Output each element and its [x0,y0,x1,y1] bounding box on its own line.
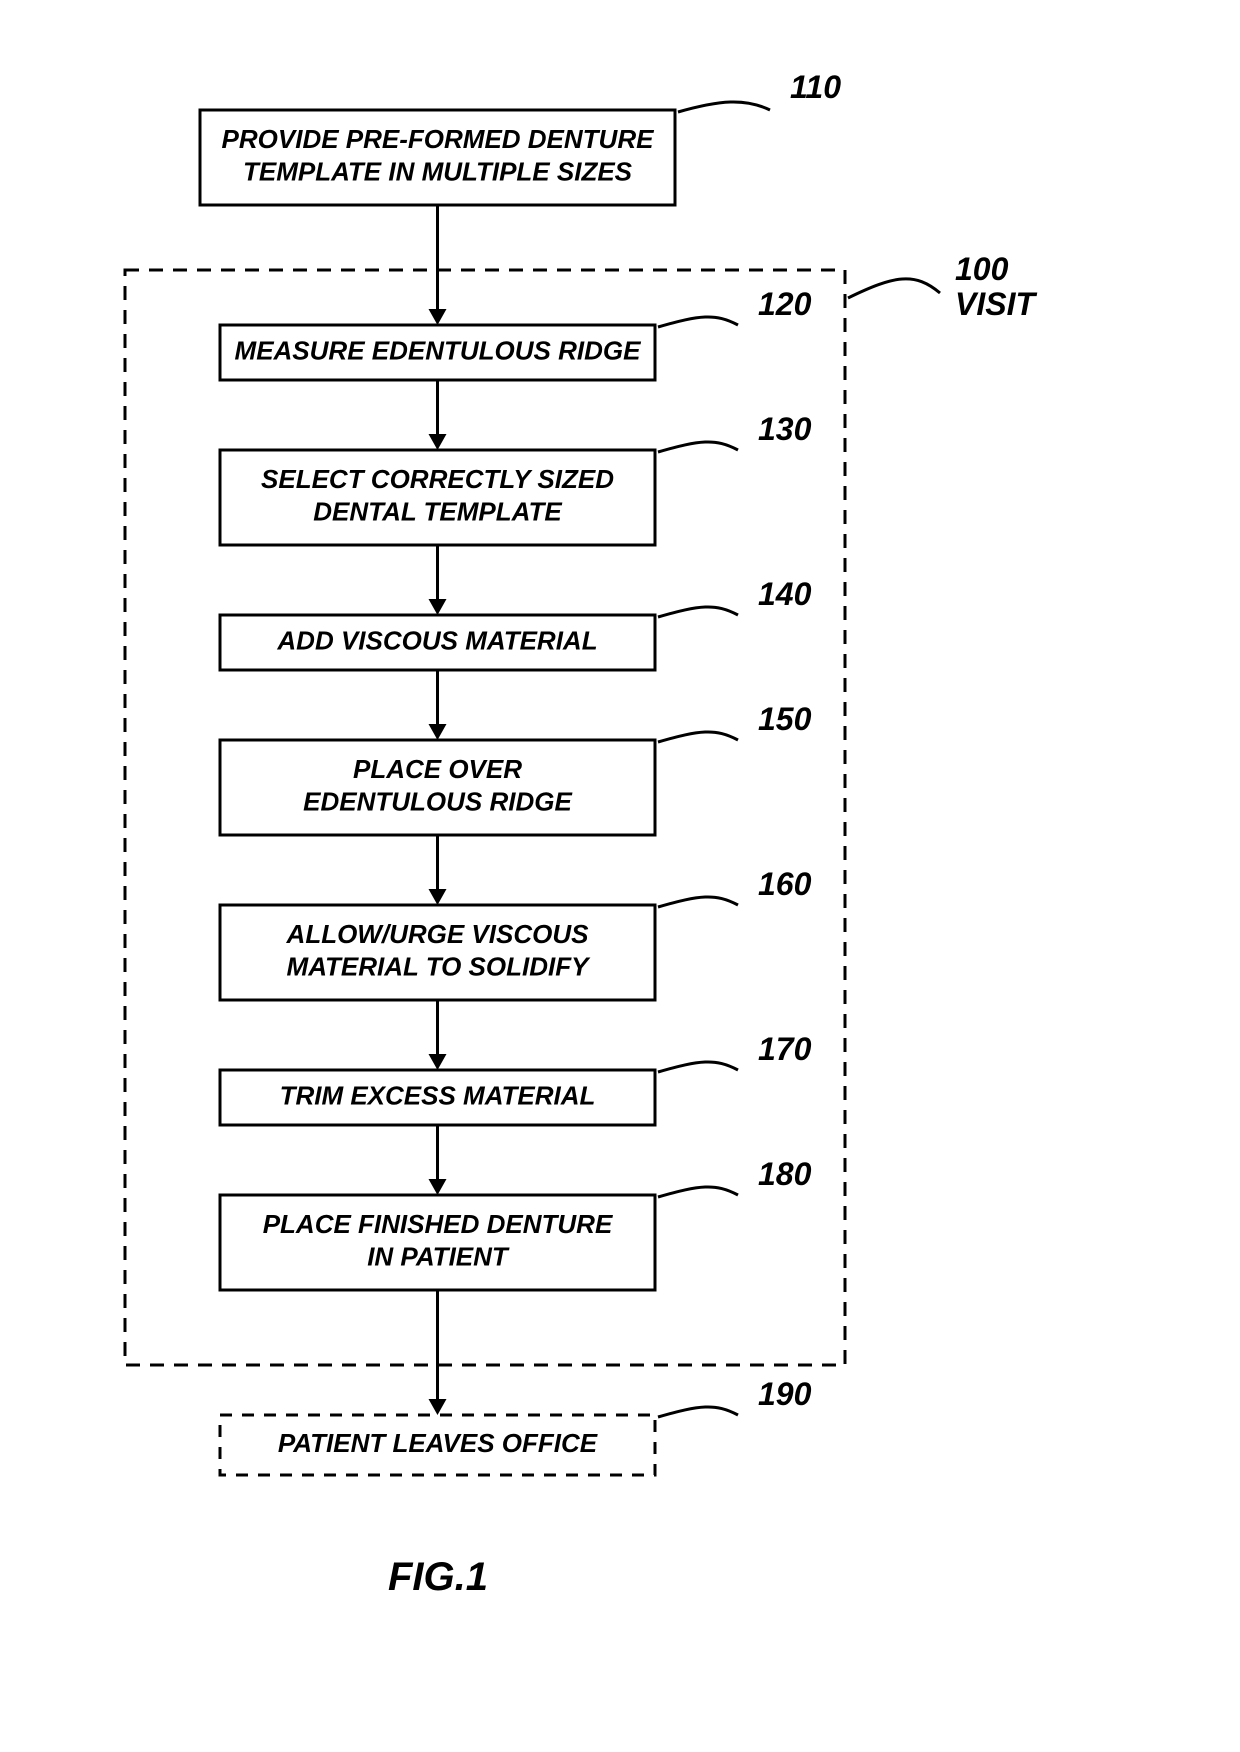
flow-box-label: PLACE OVER [353,754,522,784]
flow-box-label: MATERIAL TO SOLIDIFY [287,952,592,982]
flow-arrow-head [429,889,447,905]
flow-arrow-head [429,724,447,740]
flow-arrow-head [429,599,447,615]
ref-leader [678,102,770,112]
flow-box-label: PLACE FINISHED DENTURE [263,1209,613,1239]
flow-box-label: ALLOW/URGE VISCOUS [286,919,590,949]
ref-number: 150 [758,701,812,737]
flow-box-b180: PLACE FINISHED DENTUREIN PATIENT [220,1195,655,1290]
ref-number: 120 [758,286,812,322]
flow-arrow-head [429,1399,447,1415]
flow-box-label: PROVIDE PRE-FORMED DENTURE [222,124,655,154]
ref-number: 170 [758,1031,812,1067]
flow-box-label: PATIENT LEAVES OFFICE [278,1428,598,1458]
flow-box-label: EDENTULOUS RIDGE [303,787,572,817]
ref-visit-label: VISIT [955,286,1037,322]
ref-leader [658,317,738,327]
ref-number: 130 [758,411,812,447]
flow-box-label: SELECT CORRECTLY SIZED [261,464,614,494]
flow-arrow-head [429,1054,447,1070]
flow-arrow-head [429,434,447,450]
flow-arrow-head [429,1179,447,1195]
ref-number: 140 [758,576,812,612]
flow-box-b190: PATIENT LEAVES OFFICE [220,1415,655,1475]
flow-box-label: DENTAL TEMPLATE [313,497,562,527]
ref-number: 110 [790,69,841,105]
flow-box-b140: ADD VISCOUS MATERIAL [220,615,655,670]
figure-label: FIG.1 [388,1555,488,1599]
flow-box-label: TEMPLATE IN MULTIPLE SIZES [243,157,633,187]
flow-box-b120: MEASURE EDENTULOUS RIDGE [220,325,655,380]
flow-arrow-head [429,309,447,325]
ref-number: 190 [758,1376,812,1412]
ref-leader-visit [848,279,940,298]
ref-number: 180 [758,1156,812,1192]
flow-box-b150: PLACE OVEREDENTULOUS RIDGE [220,740,655,835]
ref-number: 160 [758,866,812,902]
ref-leader [658,1187,738,1197]
flow-box-b130: SELECT CORRECTLY SIZEDDENTAL TEMPLATE [220,450,655,545]
flow-box-b160: ALLOW/URGE VISCOUSMATERIAL TO SOLIDIFY [220,905,655,1000]
flow-box-label: IN PATIENT [367,1242,510,1272]
flow-box-b110: PROVIDE PRE-FORMED DENTURETEMPLATE IN MU… [200,110,675,205]
ref-leader [658,1062,738,1072]
ref-leader [658,1407,738,1417]
ref-visit-label: 100 [955,251,1009,287]
ref-leader [658,732,738,742]
ref-leader [658,897,738,907]
ref-leader [658,442,738,452]
flow-box-label: ADD VISCOUS MATERIAL [276,625,597,655]
flow-box-label: MEASURE EDENTULOUS RIDGE [235,335,642,365]
flow-box-label: TRIM EXCESS MATERIAL [280,1080,596,1110]
flow-box-b170: TRIM EXCESS MATERIAL [220,1070,655,1125]
ref-leader [658,607,738,617]
